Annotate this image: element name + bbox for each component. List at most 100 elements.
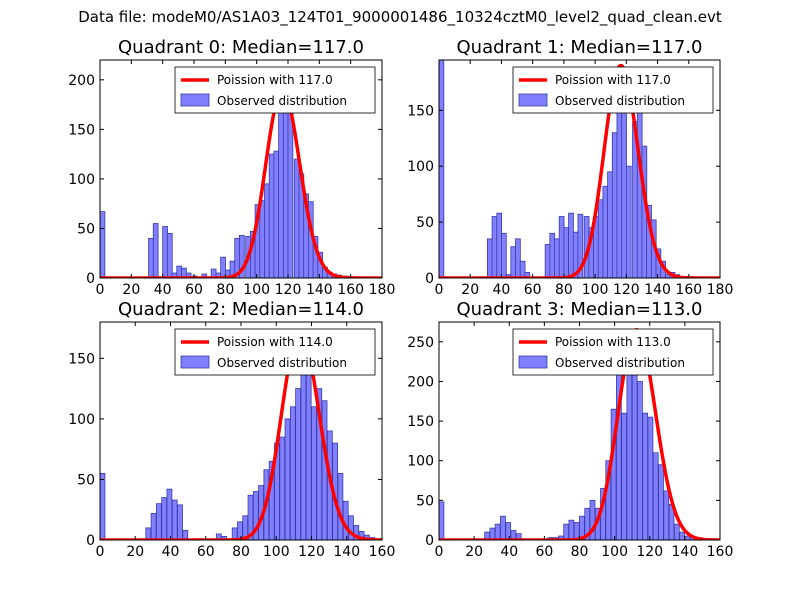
histogram-bar	[486, 238, 493, 278]
legend-observed-label: Observed distribution	[555, 356, 685, 370]
histogram-bar	[510, 246, 517, 278]
poisson-curve	[439, 63, 720, 278]
histogram-bar	[239, 234, 245, 278]
x-tick-label: 20	[122, 282, 140, 298]
histogram-bar	[621, 89, 627, 278]
x-tick-label: 160	[675, 282, 702, 298]
x-tick-label: 80	[555, 282, 573, 298]
x-tick-label: 60	[185, 282, 203, 298]
y-tick-label: 0	[86, 271, 95, 287]
x-tick-label: 140	[306, 282, 333, 298]
histogram-bar	[287, 111, 294, 278]
quadrant-0-title: Quadrant 0: Median=117.0	[118, 37, 364, 58]
x-tick-label: 160	[337, 282, 364, 298]
quadrant-3-histogram	[439, 349, 717, 540]
histogram-bar	[321, 400, 328, 540]
quadrant-3-chart: 0 20 40 60 80 100 120 140 160 0 50 100 150 200 250 Quad…	[407, 299, 733, 560]
histogram-bar	[637, 381, 643, 540]
legend-poisson-label: Poission with 113.0	[555, 335, 671, 349]
histogram-bar	[501, 232, 507, 278]
histogram-bar	[176, 265, 183, 278]
legend-poisson-label: Poission with 117.0	[217, 73, 333, 87]
histogram-bar	[148, 237, 154, 278]
histogram-bar	[295, 388, 301, 540]
x-tick-label: 100	[263, 544, 290, 560]
histogram-bar	[544, 244, 551, 278]
histogram-bar	[663, 490, 670, 540]
histogram-bar	[673, 523, 680, 540]
histogram-bar	[273, 150, 280, 278]
histogram-bar	[150, 512, 157, 540]
histogram-bar	[268, 153, 275, 278]
histogram-bar	[166, 233, 173, 278]
y-tick-label: 100	[68, 172, 95, 188]
histogram-bar	[652, 452, 659, 540]
y-tick-label: 0	[425, 533, 434, 549]
histogram-bar	[289, 406, 296, 540]
y-tick-label: 250	[407, 335, 434, 351]
y-tick-label: 200	[68, 73, 95, 89]
x-tick-label: 100	[582, 282, 609, 298]
y-tick-label: 150	[407, 414, 434, 430]
histogram-bar	[201, 273, 208, 278]
histogram-bar	[439, 60, 445, 278]
x-tick-label: 60	[524, 282, 542, 298]
quadrant-2-histogram	[100, 345, 375, 540]
x-tick-label: 40	[500, 544, 518, 560]
quadrant-2-chart: 0 20 40 60 80 100 120 140 160 0 50 100 150 Quadrant 2…	[68, 299, 395, 560]
histogram-bar	[489, 527, 496, 540]
x-tick-label: 40	[154, 282, 172, 298]
histogram-bar	[171, 499, 178, 540]
histogram-bar	[505, 522, 512, 540]
histogram-bar	[602, 185, 609, 278]
histogram-bar	[642, 412, 649, 540]
histogram-bar	[220, 256, 226, 278]
x-tick-label: 180	[707, 282, 734, 298]
quadrant-2-title: Quadrant 2: Median=114.0	[118, 299, 364, 320]
histogram-bar	[684, 535, 691, 540]
y-tick-label: 50	[416, 215, 434, 231]
histogram-bar	[145, 527, 152, 540]
y-tick-label: 50	[77, 221, 95, 237]
x-tick-label: 20	[126, 544, 144, 560]
histogram-bar	[607, 171, 613, 278]
histogram-bar	[166, 488, 173, 540]
x-tick-label: 60	[535, 544, 553, 560]
legend-bar-swatch	[180, 93, 210, 107]
histogram-bar	[616, 109, 623, 278]
histogram-bar	[626, 349, 633, 540]
quadrant-3-title: Quadrant 3: Median=113.0	[457, 299, 703, 320]
legend-observed-label: Observed distribution	[217, 356, 347, 370]
histogram-bar	[494, 523, 501, 540]
legend-poisson-label: Poission with 114.0	[217, 335, 333, 349]
x-tick-label: 20	[465, 544, 483, 560]
legend-bar-swatch	[518, 93, 548, 107]
histogram-bar	[279, 436, 286, 540]
quadrant-1-title: Quadrant 1: Median=117.0	[457, 37, 703, 58]
histogram-bar	[162, 226, 168, 278]
histogram-bar	[568, 519, 575, 540]
x-tick-label: 20	[461, 282, 479, 298]
histogram-bar	[439, 501, 445, 540]
x-tick-label: 120	[636, 544, 663, 560]
x-tick-label: 0	[96, 282, 105, 298]
histogram-bar	[100, 211, 106, 278]
x-tick-label: 60	[197, 544, 215, 560]
histogram-bar	[282, 99, 289, 278]
legend-poisson-label: Poission with 117.0	[555, 73, 671, 87]
histogram-bar	[611, 132, 618, 278]
x-tick-label: 120	[298, 544, 325, 560]
y-tick-label: 0	[86, 533, 95, 549]
x-tick-label: 80	[571, 544, 589, 560]
x-tick-label: 140	[333, 544, 360, 560]
quadrant-0-chart: 0 20 40 60 80 100 120 140 160 180 0 50 100 150 200 Quad…	[68, 37, 395, 298]
y-tick-label: 150	[68, 351, 95, 367]
y-tick-label: 50	[416, 493, 434, 509]
histogram-bar	[563, 523, 570, 540]
histogram-bar	[647, 416, 654, 540]
x-tick-label: 180	[369, 282, 396, 298]
histogram-bar	[621, 412, 627, 540]
histogram-bar	[625, 165, 632, 278]
histogram-bar	[259, 200, 266, 278]
